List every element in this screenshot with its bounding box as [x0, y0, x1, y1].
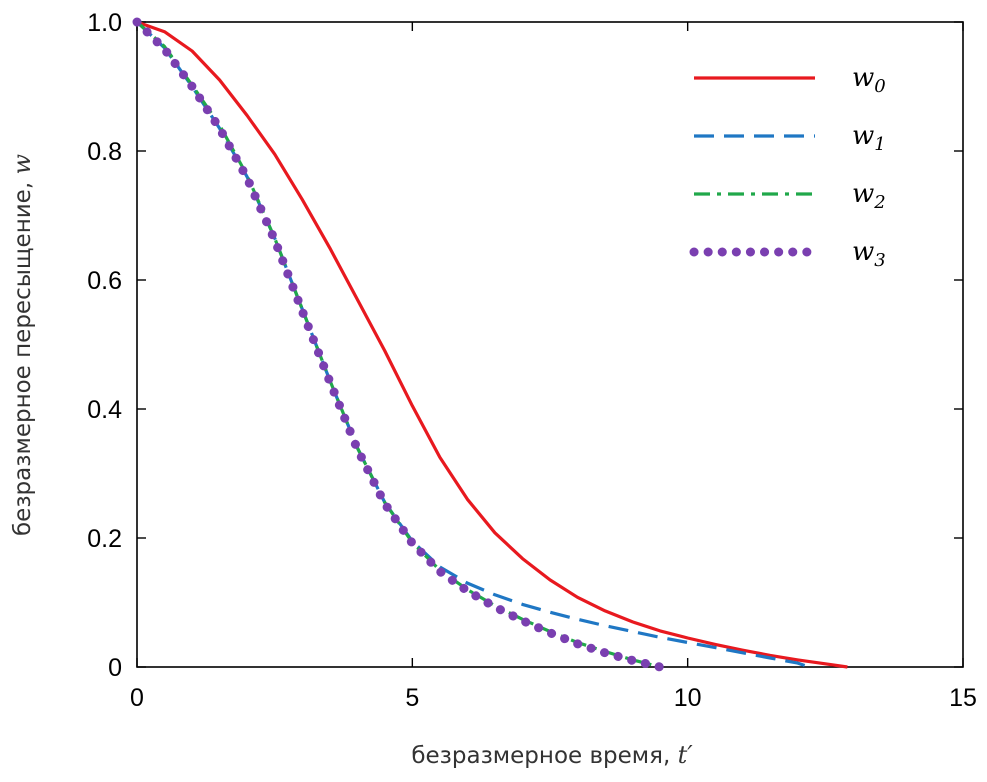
legend-item: w0 [694, 63, 886, 97]
series-line-w0 [136, 20, 848, 669]
legend-label: w3 [852, 237, 886, 271]
y-axis-label-text: безразмерное пересыщение, [10, 175, 36, 536]
plot-area [132, 17, 964, 672]
x-tick-label: 0 [130, 684, 144, 712]
y-tick-label: 1.0 [87, 9, 122, 37]
legend-label: w0 [852, 63, 886, 97]
series-w1 [135, 20, 810, 669]
legend-label: w2 [852, 179, 886, 213]
legend-item: w3 [689, 237, 886, 271]
legend-subscript: 0 [874, 76, 885, 97]
x-tick-label: 10 [674, 684, 702, 712]
legend-subscript: 1 [874, 134, 885, 155]
x-axis-label-text: безразмерное время, [411, 743, 677, 769]
x-tick-label: 15 [949, 684, 977, 712]
series-w0 [136, 20, 848, 669]
legend-subscript: 2 [873, 192, 885, 213]
y-tick-label: 0.6 [87, 267, 122, 295]
x-tick-label: 5 [405, 684, 419, 712]
y-axis-label: безразмерное пересыщение, w [8, 154, 36, 536]
legend-item: w1 [694, 121, 886, 155]
legend-item: w2 [694, 179, 886, 213]
y-tick-label: 0.8 [87, 138, 122, 166]
legend-subscript: 3 [874, 250, 885, 271]
legend: w0 w1 w2 w3 [689, 63, 886, 271]
axis-ticks [136, 21, 964, 668]
legend-label: w1 [852, 121, 886, 155]
series-w3 [132, 17, 665, 672]
y-tick-label: 0.4 [87, 396, 122, 424]
series-line-w3 [132, 17, 665, 672]
y-axis-symbol: w [8, 154, 36, 175]
x-axis-label: безразмерное время, t′ [411, 741, 693, 769]
y-tick-label: 0 [108, 654, 122, 682]
plot-frame [136, 21, 964, 668]
y-tick-label: 0.2 [87, 525, 122, 553]
series-layer [132, 17, 848, 672]
series-line-w1 [135, 20, 810, 669]
x-axis-symbol: t′ [678, 741, 694, 769]
